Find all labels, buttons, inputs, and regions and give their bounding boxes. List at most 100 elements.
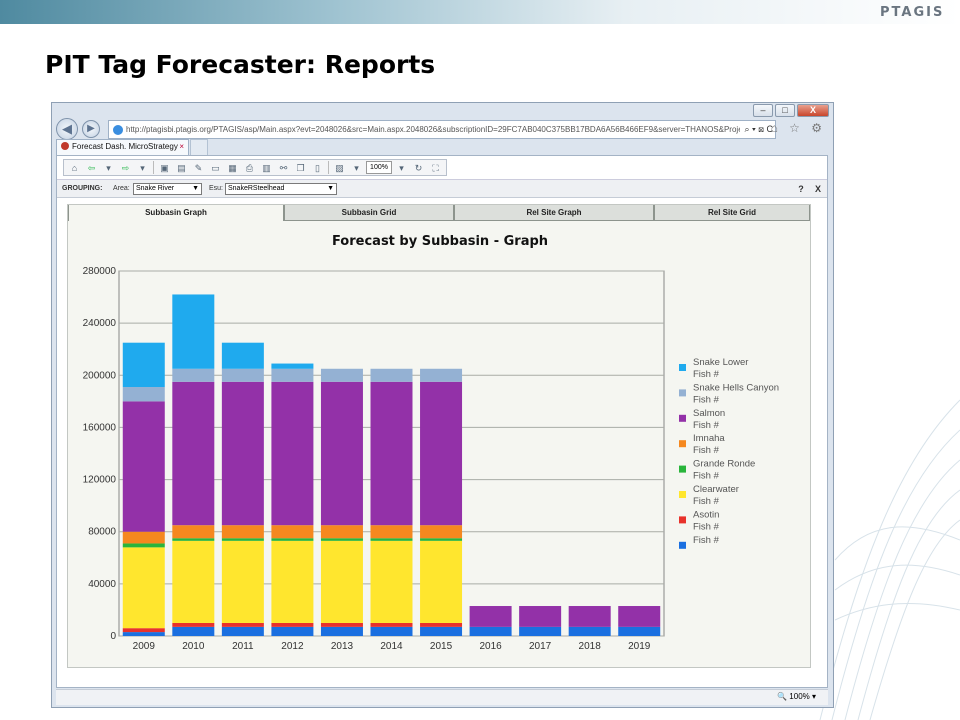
print-icon[interactable]: ⎙ [245,162,254,173]
zoom-select[interactable]: 100% [366,161,392,174]
pdf-export-icon[interactable]: ▨ [335,162,344,173]
bar-segment [122,531,165,544]
y-tick-label: 200000 [83,370,117,381]
save-icon[interactable]: ▤ [177,162,186,173]
bar-segment [320,368,363,382]
bar-segment [271,626,314,636]
bar-segment [370,540,413,623]
bar-segment [271,538,314,541]
help-button[interactable]: ? [798,184,804,194]
bar-segment [370,622,413,627]
bar-segment [469,606,512,627]
grouping-label: GROUPING: [62,185,103,192]
browser-tab-row: Forecast Dash. MicroStrategy × [56,139,828,155]
browser-window: – □ X ◀ ▶ http://ptagisbi.ptagis.org/PTA… [51,102,834,708]
legend-label: Fish # [693,496,720,507]
link-icon[interactable]: ⚯ [279,162,288,173]
forecast-chart: Forecast by Subbasin - Graph 0 40000 80000… [83,234,779,652]
legend-label: Fish # [693,471,720,482]
bar-segment [122,387,165,402]
edit-icon[interactable]: ✎ [194,162,203,173]
browser-tab[interactable]: Forecast Dash. MicroStrategy × [56,139,189,155]
legend-swatch [679,491,686,498]
bar-segment [420,538,463,541]
y-tick-label: 120000 [83,475,117,486]
legend-label: Fish # [693,369,720,380]
bar-segment [221,626,264,636]
close-window-button[interactable]: X [797,104,829,117]
legend-label: Fish # [693,521,720,532]
grouping-bar: GROUPING: Area: Snake River ▼ Esu: SnakeR… [57,180,827,198]
tab-rel-site-grid[interactable]: Rel Site Grid [654,205,810,221]
toolbar-separator [153,161,154,174]
esu-select[interactable]: SnakeRSteelhead ▼ [225,183,337,195]
export-icon[interactable]: ▦ [228,162,237,173]
tab-favicon-icon [61,142,69,150]
legend-label: Snake Hells Canyon [693,382,779,393]
forward-green-icon[interactable]: ⇨ [121,162,130,173]
back-arrow-icon[interactable]: ◀ [56,118,78,140]
forward-arrow-icon[interactable]: ▶ [82,120,100,138]
dropdown-icon[interactable]: ▾ [399,162,404,173]
bar-segment [271,540,314,623]
bar-segment [221,342,264,369]
new-tab-button[interactable] [190,139,208,155]
address-tools[interactable]: ⌕ ▾ ⊠ C [740,121,773,138]
legend-label: Fish # [693,535,720,546]
chart-panel: Forecast by Subbasin - Graph 0 40000 80000… [68,221,810,667]
bar-segment [618,606,661,627]
y-axis: 0 40000 80000 120000 160000 200000 240000 28000… [83,266,117,642]
legend-swatch [679,516,686,524]
status-bar: 🔍 100% ▾ [56,689,828,705]
fullscreen-icon[interactable]: ⛶ [432,162,439,173]
address-bar[interactable]: http://ptagisbi.ptagis.org/PTAGIS/asp/Ma… [108,120,776,139]
home-favorites-settings-icons[interactable]: ⌂ ☆ ⚙ [770,121,826,135]
zoom-indicator[interactable]: 🔍 100% ▾ [777,692,816,701]
bar-segment [420,540,463,623]
bar-segment [172,381,215,526]
bar-segment [221,525,264,539]
tab-close-icon[interactable]: × [179,142,184,151]
copy-icon[interactable]: ❐ [296,162,305,173]
esu-label: Esu: [209,185,224,192]
bar-segment [172,368,215,382]
folder-icon[interactable]: ▣ [160,162,169,173]
dropdown-icon[interactable]: ▾ [106,162,111,173]
bar-segment [172,294,215,369]
tab-subbasin-grid[interactable]: Subbasin Grid [284,205,454,221]
bar-segment [172,525,215,539]
legend-label: Grande Ronde [693,459,755,470]
minimize-button[interactable]: – [753,104,773,117]
maximize-button[interactable]: □ [775,104,795,117]
dropdown-icon[interactable]: ▾ [140,162,145,173]
bar-segment [320,538,363,541]
page-icon[interactable]: ▯ [315,162,320,173]
home-icon[interactable]: ⌂ [71,162,78,173]
tab-rel-site-graph[interactable]: Rel Site Graph [454,205,654,221]
legend-label: Fish # [693,420,720,431]
document-icon[interactable]: ▭ [211,162,220,173]
toolbar-button-group: ⌂ ⇦ ▾ ⇨ ▾ ▣ ▤ ✎ ▭ ▦ ⎙ ▥ ⚯ ❐ ▯ ▨ ▾ 100% [63,159,447,176]
area-select[interactable]: Snake River ▼ [133,183,202,195]
back-green-icon[interactable]: ⇦ [87,162,96,173]
toolbar-separator [328,161,329,174]
tab-subbasin-graph[interactable]: Subbasin Graph [68,205,284,221]
bar-segment [420,525,463,539]
bar-segment [172,626,215,636]
bar-segment [420,368,463,382]
bar-segment [271,363,314,369]
y-tick-label: 40000 [88,579,116,590]
bar-segment [271,368,314,382]
bar-segment [420,622,463,627]
close-grouping-button[interactable]: X [814,184,821,194]
y-tick-label: 160000 [83,422,117,433]
navigation-row: ◀ ▶ http://ptagisbi.ptagis.org/PTAGIS/as… [56,117,828,141]
x-tick-label: 2018 [579,641,602,652]
pdf-icon[interactable]: ▥ [262,162,271,173]
dropdown-icon[interactable]: ▾ [354,162,359,173]
bar-segment [370,368,413,382]
x-tick-label: 2017 [529,641,552,652]
esu-value: SnakeRSteelhead [228,185,285,192]
y-tick-label: 240000 [83,318,117,329]
refresh-icon[interactable]: ↻ [414,162,423,173]
